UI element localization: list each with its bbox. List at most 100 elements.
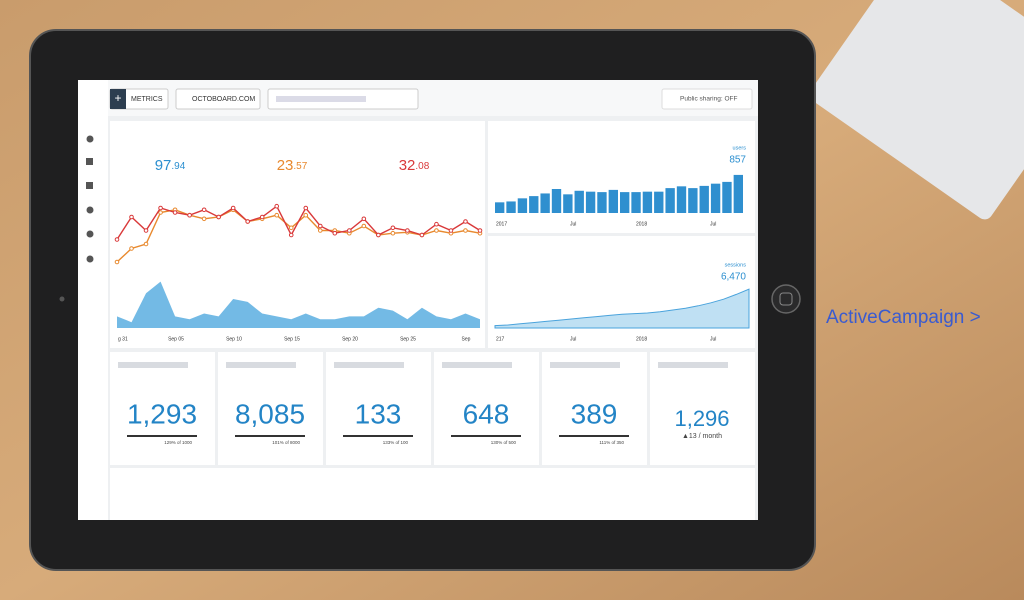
tile-note: 129% of 1000	[164, 440, 192, 445]
red-point	[230, 205, 236, 211]
red-line	[116, 205, 481, 240]
blurred-title	[226, 362, 296, 368]
tile-value: 133	[355, 398, 402, 429]
red-point	[274, 203, 280, 209]
red-point	[376, 232, 381, 238]
orange-point	[201, 216, 207, 222]
bar	[699, 185, 709, 213]
red-point	[419, 232, 425, 238]
metric-value: 6,470	[721, 272, 746, 283]
sidebar-icons	[86, 135, 94, 263]
metric-caption: sessions	[725, 262, 747, 268]
red-point	[245, 219, 250, 224]
x-label: Jul	[570, 221, 576, 227]
x-label: Sep 20	[342, 336, 358, 342]
bar	[688, 188, 698, 213]
tile	[650, 352, 755, 465]
x-label: Sep 25	[400, 336, 416, 342]
red-point	[405, 228, 410, 233]
home-icon	[779, 292, 793, 306]
x-label: 2017	[496, 221, 507, 227]
orange-point	[288, 225, 294, 231]
kpi-fraction: .57	[293, 161, 307, 172]
orange-point	[317, 228, 323, 233]
orange-point	[390, 230, 396, 236]
tile-value: 8,085	[235, 398, 305, 429]
red-point	[187, 212, 192, 218]
sessions-panel	[488, 236, 755, 348]
red-point	[390, 225, 396, 231]
tile-value: 1,296	[674, 406, 729, 431]
bar	[517, 198, 528, 213]
x-label: g 31	[118, 336, 128, 342]
bar	[654, 191, 664, 213]
red-point	[143, 228, 149, 233]
bar	[676, 186, 687, 213]
home-button	[771, 284, 801, 314]
plus-icon	[110, 89, 126, 109]
bar	[551, 189, 562, 213]
red-point	[158, 205, 163, 211]
orange-point	[361, 223, 367, 229]
kpi: 23.57	[277, 157, 308, 174]
red-point	[201, 207, 207, 213]
plus: +	[114, 91, 121, 105]
board-menu[interactable]	[175, 88, 261, 110]
keyboard	[809, 0, 1024, 220]
orange-point	[274, 212, 280, 218]
orange-point	[158, 210, 163, 215]
bar	[642, 191, 653, 213]
tile-note: ▲13 / month	[682, 433, 722, 440]
bar	[608, 189, 618, 213]
metrics-label: METRICS	[131, 96, 163, 103]
bar	[585, 191, 596, 213]
bar	[563, 194, 573, 213]
bar	[620, 192, 630, 213]
x-label: 2018	[636, 336, 647, 342]
orange-point	[434, 228, 439, 233]
kpi-whole: 97	[155, 157, 172, 174]
orange-point	[463, 228, 468, 233]
red-point	[129, 214, 134, 220]
tile	[218, 352, 323, 465]
sessions-area	[494, 288, 750, 329]
red-point	[463, 219, 468, 224]
sidebar	[78, 80, 108, 520]
kpi-fraction: .94	[171, 161, 185, 172]
sharing-button[interactable]	[661, 88, 753, 110]
orange-point	[143, 241, 149, 247]
x-label: Sep 10	[226, 336, 242, 342]
red-point	[448, 228, 454, 233]
x-label: Sep 15	[284, 336, 300, 342]
blurred-title	[550, 362, 620, 368]
bar	[665, 188, 675, 213]
users-panel	[488, 121, 755, 233]
red-point	[216, 214, 221, 220]
orange-point	[303, 212, 309, 218]
red-point	[172, 210, 178, 215]
bottom-panel	[110, 468, 755, 520]
kpi-whole: 32	[399, 157, 416, 174]
red-point	[361, 216, 367, 222]
bar	[722, 181, 732, 213]
tile-note: 101% of 8000	[272, 440, 300, 445]
tile-value: 389	[571, 398, 618, 429]
blurred-title	[442, 362, 512, 368]
blue-area	[117, 281, 480, 328]
board-label: OCTOBOARD.COM	[192, 96, 255, 103]
red-point	[332, 230, 338, 236]
tile-note: 130% of 500	[491, 440, 517, 445]
blurred-title	[334, 362, 404, 368]
bar	[495, 202, 505, 213]
bar	[540, 193, 550, 213]
x-label: 2018	[636, 221, 647, 227]
tile	[110, 352, 215, 465]
brand: ActiveCampaign >	[826, 307, 981, 328]
x-label: Jul	[710, 336, 716, 342]
red-point	[434, 221, 439, 227]
red-point	[259, 214, 265, 220]
metric-value: 857	[729, 155, 746, 166]
camera	[59, 296, 65, 302]
metric-caption: users	[733, 145, 747, 151]
